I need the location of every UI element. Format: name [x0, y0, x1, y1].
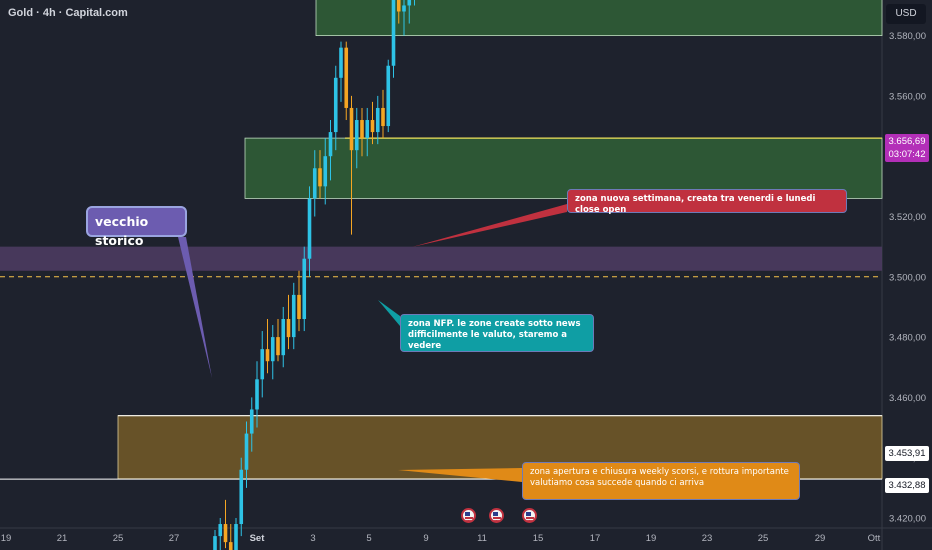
- annotation-old-history[interactable]: vecchio storico: [86, 206, 187, 248]
- zone-2[interactable]: [0, 246, 882, 271]
- level-label-upper: 3.453,91: [885, 446, 929, 461]
- candle-body[interactable]: [223, 524, 228, 543]
- x-tick-label: 25: [113, 533, 124, 544]
- y-tick-label: 3.460,00: [889, 393, 926, 404]
- candle-body[interactable]: [265, 349, 270, 362]
- last-price-value: 3.656,69: [888, 136, 926, 147]
- candle-body[interactable]: [213, 536, 217, 550]
- us-event-flag-icon[interactable]: [489, 508, 504, 523]
- x-tick-label: 29: [815, 533, 826, 544]
- candle-body[interactable]: [218, 524, 223, 537]
- candle-body[interactable]: [276, 337, 280, 356]
- orange-callout-pointer: [398, 468, 522, 482]
- candle-body[interactable]: [270, 337, 275, 362]
- annotation-new-week-zone[interactable]: zona nuova settimana, creata tra venerdi…: [567, 189, 847, 215]
- candle-body[interactable]: [286, 319, 291, 338]
- y-tick-label: 3.420,00: [889, 514, 926, 525]
- candle-body[interactable]: [312, 168, 317, 199]
- candle-body[interactable]: [228, 542, 233, 550]
- candle-body[interactable]: [307, 198, 312, 259]
- currency-selector[interactable]: USD: [886, 4, 926, 24]
- candle-body[interactable]: [302, 258, 307, 320]
- x-tick-label: 27: [169, 533, 180, 544]
- level-label-lower: 3.432,88: [885, 478, 929, 493]
- x-tick-label: 21: [57, 533, 68, 544]
- candle-body[interactable]: [291, 294, 296, 338]
- x-tick-label: 17: [590, 533, 601, 544]
- candle-body[interactable]: [360, 120, 364, 139]
- candle-body[interactable]: [260, 349, 265, 380]
- x-tick-label: Set: [250, 533, 266, 544]
- candle-body[interactable]: [386, 65, 391, 127]
- candle-body[interactable]: [333, 77, 338, 133]
- teal-callout-pointer: [378, 300, 400, 326]
- x-tick-label: 23: [702, 533, 713, 544]
- y-tick-label: 3.560,00: [889, 91, 926, 102]
- candle-body[interactable]: [328, 132, 333, 157]
- candle-body[interactable]: [281, 319, 286, 356]
- candle-body[interactable]: [244, 433, 249, 470]
- annotation-weekly-zone[interactable]: zona apertura e chiusura weekly scorsi, …: [522, 462, 800, 500]
- candle-body[interactable]: [318, 168, 322, 187]
- candle-body[interactable]: [407, 0, 412, 6]
- x-tick-label: 9: [423, 533, 428, 544]
- annotation-nfp-zone[interactable]: zona NFP. le zone create sotto news diff…: [400, 314, 594, 352]
- candle-body[interactable]: [396, 0, 401, 12]
- red-callout-pointer: [412, 204, 567, 247]
- purple-callout-pointer: [178, 237, 212, 378]
- candle-body[interactable]: [402, 5, 406, 12]
- candle-body[interactable]: [354, 120, 359, 151]
- x-tick-label: Ott: [868, 533, 881, 544]
- last-price-label: 3.656,69 03:07:42: [885, 134, 929, 162]
- y-tick-label: 3.500,00: [889, 272, 926, 283]
- candle-body[interactable]: [339, 47, 343, 78]
- candle-body[interactable]: [370, 120, 375, 133]
- candle-body[interactable]: [234, 524, 238, 550]
- candle-body[interactable]: [365, 120, 370, 139]
- candle-body[interactable]: [323, 156, 328, 187]
- y-tick-label: 3.520,00: [889, 212, 926, 223]
- y-tick-label: 3.480,00: [889, 333, 926, 344]
- x-tick-label: 11: [477, 533, 487, 544]
- candle-body[interactable]: [375, 107, 380, 133]
- us-event-flag-icon[interactable]: [522, 508, 537, 523]
- x-tick-label: 3: [310, 533, 315, 544]
- x-tick-label: 19: [1, 533, 12, 544]
- x-tick-label: 15: [533, 533, 544, 544]
- us-event-flag-icon[interactable]: [461, 508, 476, 523]
- candle-body[interactable]: [381, 107, 385, 127]
- x-tick-label: 19: [646, 533, 657, 544]
- candle-body[interactable]: [349, 107, 354, 151]
- chart-title: Gold · 4h · Capital.com: [8, 7, 128, 19]
- candle-body[interactable]: [391, 0, 396, 66]
- x-tick-label: 25: [758, 533, 769, 544]
- candle-body[interactable]: [249, 409, 254, 434]
- x-tick-label: 5: [366, 533, 371, 544]
- zone-0[interactable]: [315, 0, 883, 37]
- countdown-timer: 03:07:42: [888, 149, 926, 160]
- candle-body[interactable]: [255, 379, 259, 410]
- y-tick-label: 3.580,00: [889, 31, 926, 42]
- candle-body[interactable]: [297, 294, 301, 320]
- candle-body[interactable]: [239, 469, 244, 525]
- candle-body[interactable]: [344, 47, 349, 108]
